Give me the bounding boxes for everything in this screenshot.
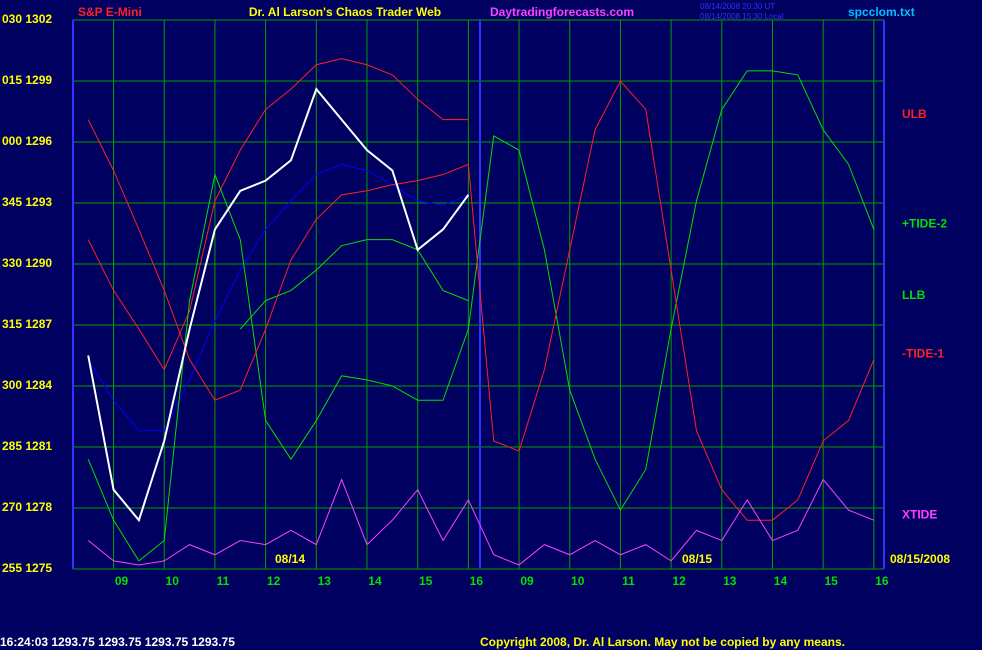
legend-label: LLB	[902, 288, 926, 302]
y-tick-label: 255 1275	[2, 561, 52, 575]
x-tick-label: 09	[520, 574, 534, 588]
y-tick-label: 345 1293	[2, 195, 52, 209]
stamp: 08/14/2008 15:30 Local	[700, 12, 784, 21]
series-line	[87, 58, 469, 371]
legend-label: XTIDE	[902, 507, 937, 521]
y-tick-label: 000 1296	[2, 134, 52, 148]
legend-label: -TIDE-1	[902, 347, 944, 361]
y-tick-label: 330 1290	[2, 256, 52, 270]
x-tick-label: 16	[470, 574, 484, 588]
y-tick-label: 270 1278	[2, 500, 52, 514]
copyright: Copyright 2008, Dr. Al Larson. May not b…	[480, 635, 845, 649]
title: Dr. Al Larson's Chaos Trader Web	[249, 5, 441, 19]
x-tick-label: 14	[368, 574, 382, 588]
y-tick-label: 300 1284	[2, 378, 52, 392]
legend-label: +TIDE-2	[902, 217, 947, 231]
y-tick-label: 015 1299	[2, 73, 52, 87]
x-tick-label: 10	[166, 574, 180, 588]
x-tick-label: 11	[217, 574, 230, 588]
x-tick-label: 12	[267, 574, 281, 588]
x-tick-label: 14	[774, 574, 788, 588]
x-tick-label: 15	[824, 574, 838, 588]
legend-label: ULB	[902, 107, 927, 121]
y-tick-label: 030 1302	[2, 12, 52, 26]
series-line	[87, 87, 470, 523]
series-line	[87, 163, 469, 432]
series-line	[87, 478, 875, 566]
x-tick-label: 11	[622, 574, 635, 588]
x-tick-label: 09	[115, 574, 129, 588]
symbol: S&P E-Mini	[78, 5, 142, 19]
series-line	[87, 70, 875, 562]
stamp: 08/14/2008 20:30 UT	[700, 2, 775, 11]
date-label: 08/14	[275, 552, 305, 566]
y-tick-label: 285 1281	[2, 439, 52, 453]
quote: 16:24:03 1293.75 1293.75 1293.75 1293.75	[0, 635, 235, 649]
x-tick-label: 12	[672, 574, 686, 588]
site: Daytradingforecasts.com	[490, 5, 634, 19]
x-tick-label: 13	[723, 574, 737, 588]
series-line	[87, 80, 875, 521]
x-tick-label: 15	[419, 574, 433, 588]
date-label: 08/15	[682, 552, 712, 566]
date-label: 08/15/2008	[890, 552, 950, 566]
y-tick-label: 315 1287	[2, 317, 52, 331]
file-name: spcclom.txt	[848, 5, 915, 19]
x-tick-label: 13	[318, 574, 332, 588]
x-tick-label: 16	[875, 574, 889, 588]
x-tick-label: 10	[571, 574, 585, 588]
